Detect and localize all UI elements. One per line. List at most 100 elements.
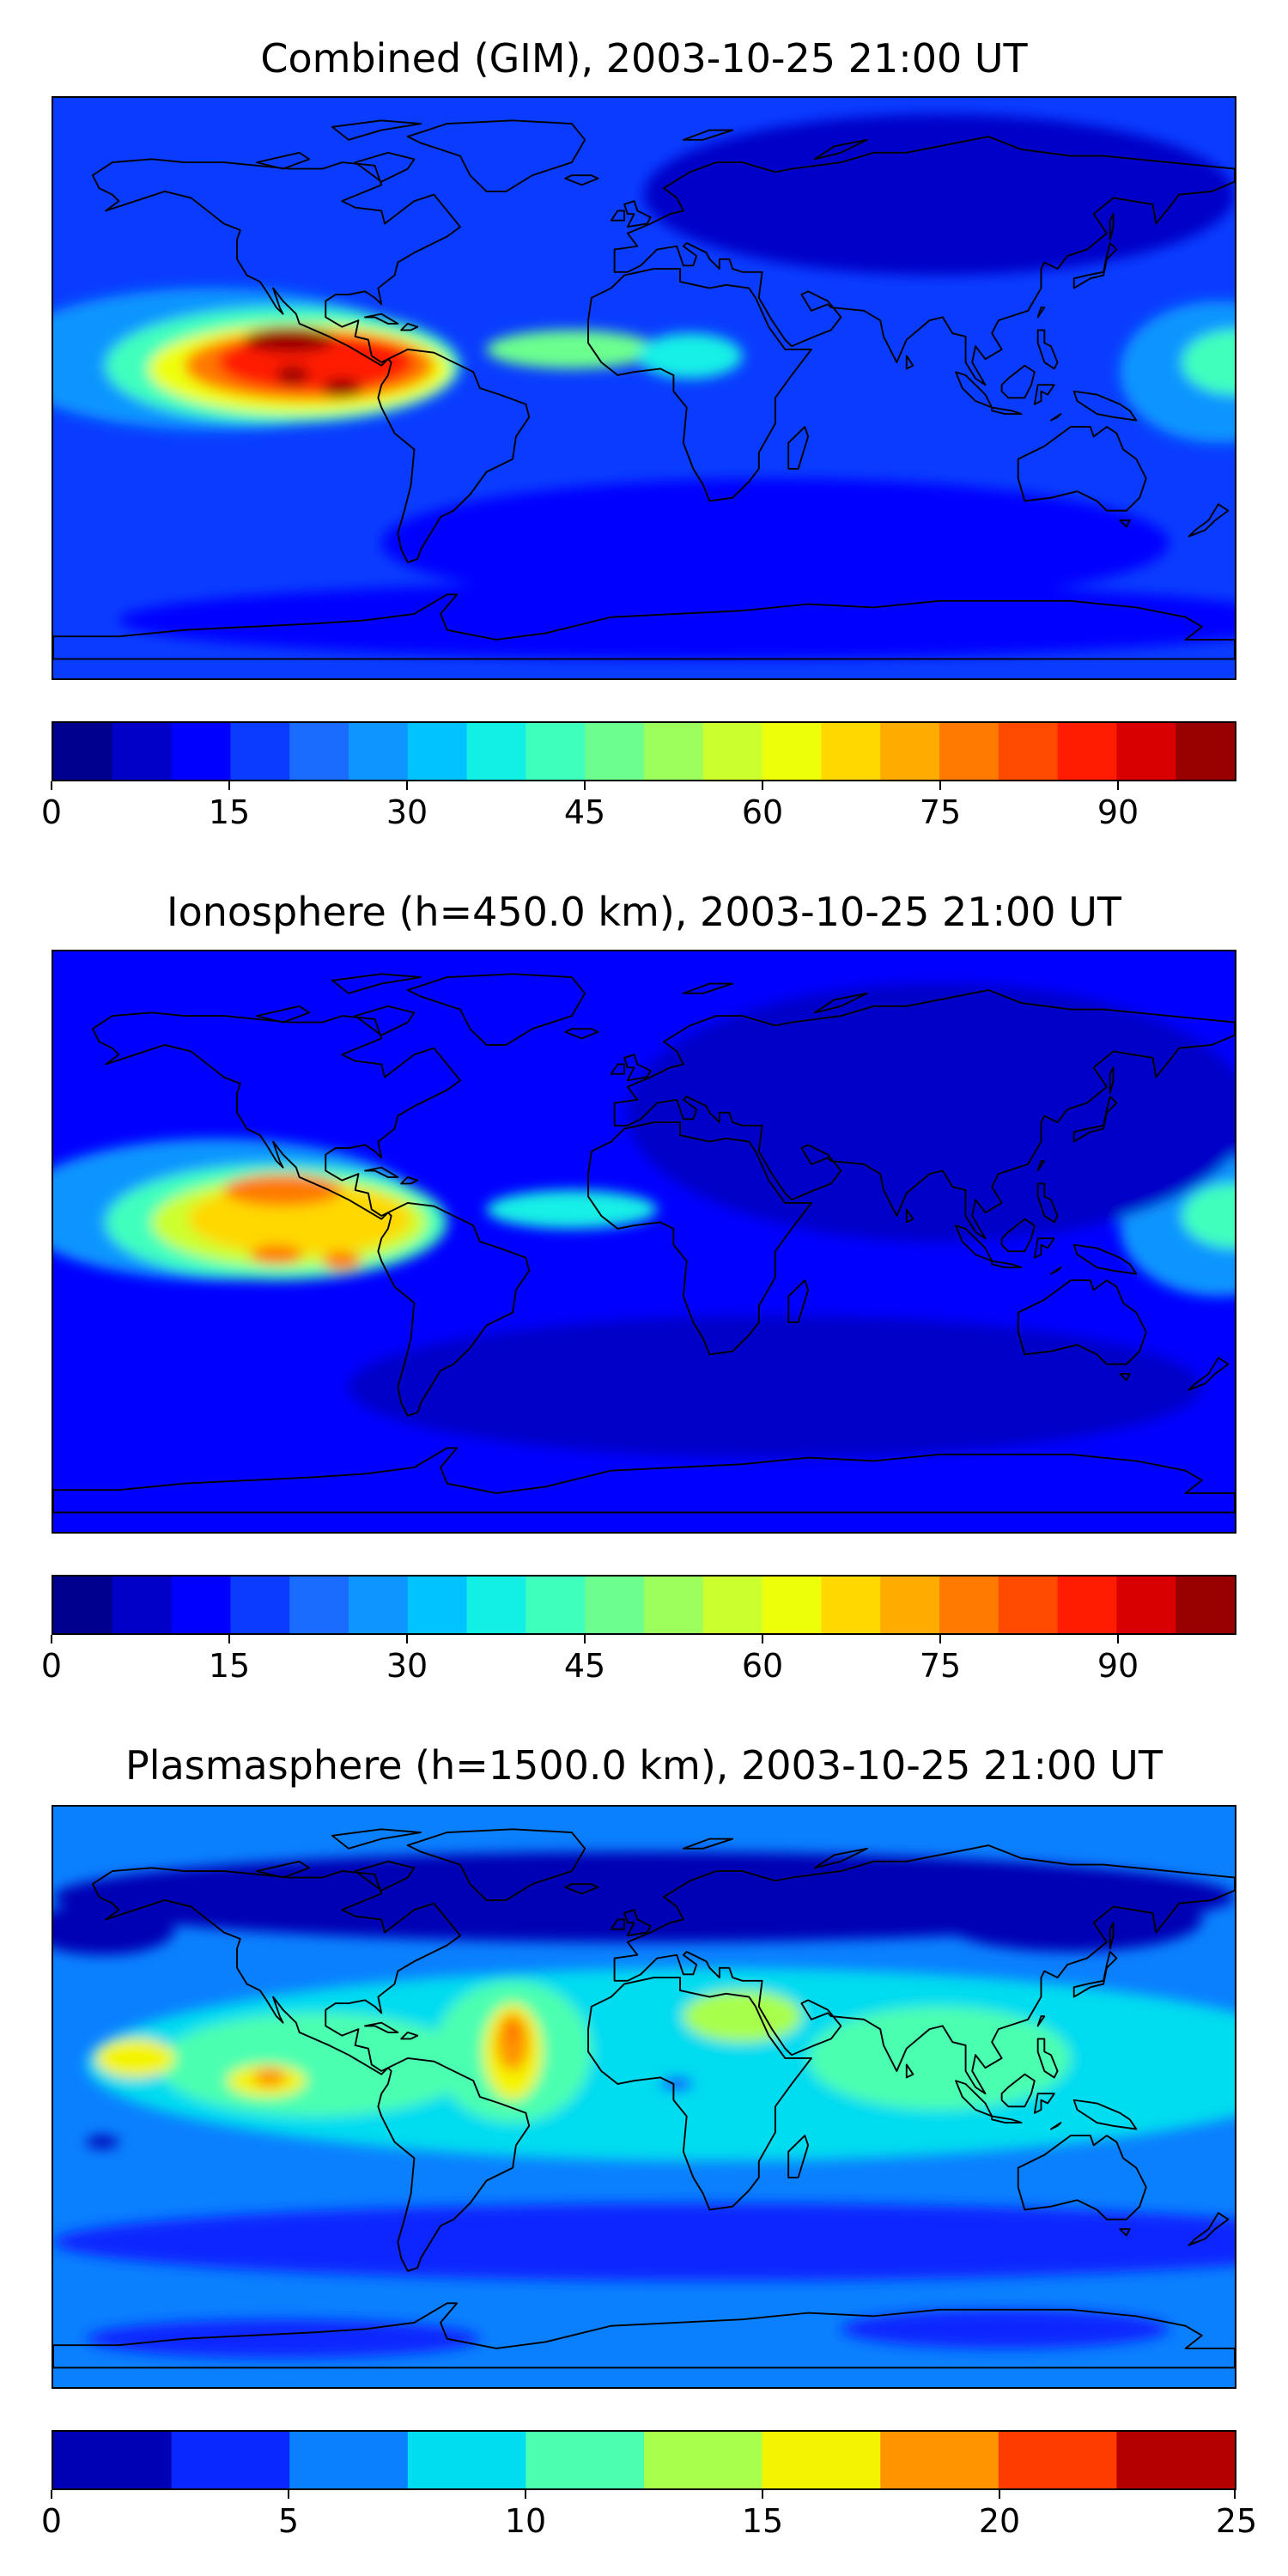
coastline [354,1005,416,1036]
colorbar-segment [526,723,586,780]
coastline [364,1166,399,1178]
coastline [610,210,626,222]
colorbar-segment [702,1577,763,1633]
colorbar-ticks: 0 5 10 15 20 25 [41,2490,1257,2542]
colorbar-segment [526,2432,645,2488]
colorbar-tick [51,1635,52,1643]
colorbar-tick [1234,2490,1236,2499]
coastline [587,1121,812,1356]
tec-contour [808,2006,1071,2111]
coastline [377,2057,531,2272]
tec-contour [158,2013,474,2117]
coastline [1188,1357,1230,1391]
panel-title: Plasmasphere (h=1500.0 km), 2003-10-25 2… [125,1742,1163,1789]
tec-contour [253,2068,287,2087]
colorbar-tick [406,781,408,790]
colorbar-segment [407,723,468,780]
colorbar-tick-label: 75 [919,1647,962,1685]
colorbar-tick-label: 30 [386,1647,428,1685]
coastline [905,2063,914,2079]
colorbar-segment [762,723,822,780]
tec-contour [627,983,1235,1242]
coastline [1188,2212,1230,2246]
colorbar-tick [1117,781,1119,790]
colorbar-segment [880,1577,940,1633]
coastline [813,1847,868,1869]
colorbar-tick [939,781,941,790]
tec-contour [1182,1183,1235,1249]
tec-contour [683,1990,802,2043]
colorbar [52,721,1236,781]
coastline [1033,2093,1055,2114]
coastline [1119,1373,1131,1382]
coastline [400,1176,419,1185]
colorbar-tick-label: 45 [563,1647,606,1685]
coastline [1072,242,1118,289]
coastline [623,1054,652,1082]
coastline [1050,1267,1062,1275]
coastline [564,1883,599,1895]
colorbar-tick [584,1635,586,1643]
tec-contour [509,2022,516,2043]
tec-contour [322,378,362,398]
coastline [1036,329,1059,370]
coastline [623,200,652,228]
tec-contour [243,326,336,353]
colorbar-segment [1057,1577,1117,1633]
colorbar-segment [644,2432,763,2488]
colorbar-tick [762,2490,763,2499]
coastline [682,1838,734,1850]
coastline [406,119,586,192]
coastlines [53,973,1235,1514]
colorbar-segment [53,2432,173,2488]
coastline [53,1447,1235,1514]
coastline [377,348,531,563]
colorbar-segment [1116,723,1176,780]
coastline [53,2302,1235,2369]
colorbar [52,2430,1236,2490]
ionosphere-tec-map [52,950,1236,1534]
tec-contour [86,2136,119,2149]
colorbar-segment [171,1577,231,1633]
colorbar-tick [1117,1635,1119,1643]
coastline [613,136,1235,386]
coastline [587,1977,812,2211]
colorbar-tick-label: 90 [1097,793,1139,831]
coastline [1017,2135,1147,2221]
colorbar-tick-label: 60 [741,1647,784,1685]
colorbar-segment [171,723,231,780]
coastline [1072,1096,1118,1143]
colorbar-tick-label: 15 [208,793,251,831]
coastline [354,151,416,183]
coastline [610,1918,626,1930]
coastline [53,593,1235,660]
coastline [1119,2228,1131,2237]
tec-contour [939,1886,1202,1952]
coastline [354,1860,416,1892]
colorbar-segment [821,723,881,780]
coastline [1033,384,1055,405]
colorbar-segment [998,723,1059,780]
coastline [1072,390,1138,422]
colorbar-tick [228,781,230,790]
coastline [1000,364,1036,399]
coastline [1050,413,1062,422]
tec-contour [250,1244,303,1265]
colorbar-segment [939,723,999,780]
colorbar-tick-label: 0 [40,793,63,831]
colorbar-segment [1176,1577,1235,1633]
colorbar-tick [51,781,52,790]
coastline [1036,2038,1059,2079]
colorbar-segment [466,723,526,780]
tec-contour [53,1903,175,1955]
tec-contour [486,330,658,369]
colorbar-segment [407,2432,526,2488]
coastline [1036,1182,1059,1224]
colorbar-segment [880,2432,999,2488]
coastline [377,1201,531,1417]
colorbar-segment [939,1577,999,1633]
colorbar-segment [349,723,409,780]
coastline [1072,2099,1138,2130]
coastline [1109,213,1115,241]
colorbar-segment [53,1577,113,1633]
